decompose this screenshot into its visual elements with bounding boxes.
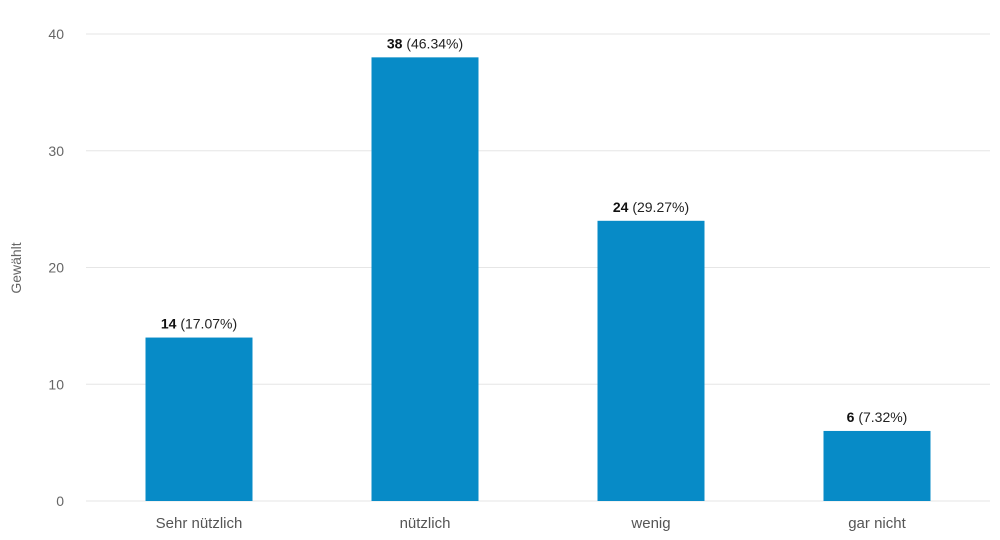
y-tick-label: 40 <box>48 26 64 42</box>
y-axis-ticks: 0 10 20 30 40 <box>48 26 64 509</box>
data-label: 38 (46.34%) <box>387 35 463 51</box>
x-category-label: gar nicht <box>848 515 906 532</box>
data-label-percent: (17.07%) <box>176 316 237 332</box>
data-label-percent: (7.32%) <box>854 409 907 425</box>
y-axis-title: Gewählt <box>8 242 24 293</box>
y-tick-label: 20 <box>48 260 64 276</box>
data-labels: 14 (17.07%) 38 (46.34%) 24 (29.27%) 6 (7.32… <box>161 35 908 425</box>
data-label: 6 (7.32%) <box>847 409 908 425</box>
bar[interactable] <box>597 220 705 502</box>
y-tick-label: 10 <box>48 376 64 392</box>
x-category-label: wenig <box>630 515 670 532</box>
y-tick-label: 0 <box>56 493 64 509</box>
bar[interactable] <box>371 57 479 501</box>
data-label-value: 6 <box>847 409 855 425</box>
x-category-label: Sehr nützlich <box>156 515 243 532</box>
x-category-label: nützlich <box>400 515 451 532</box>
data-label-value: 24 <box>613 199 629 215</box>
data-label: 14 (17.07%) <box>161 316 237 332</box>
bar[interactable] <box>145 337 253 501</box>
data-label: 24 (29.27%) <box>613 199 689 215</box>
data-label-value: 38 <box>387 35 403 51</box>
data-label-percent: (46.34%) <box>402 35 463 51</box>
x-axis-categories: Sehr nützlich nützlich wenig gar nicht <box>156 515 907 532</box>
bars <box>145 57 931 502</box>
data-label-percent: (29.27%) <box>628 199 689 215</box>
bar[interactable] <box>823 430 931 501</box>
data-label-value: 14 <box>161 316 177 332</box>
y-tick-label: 30 <box>48 143 64 159</box>
